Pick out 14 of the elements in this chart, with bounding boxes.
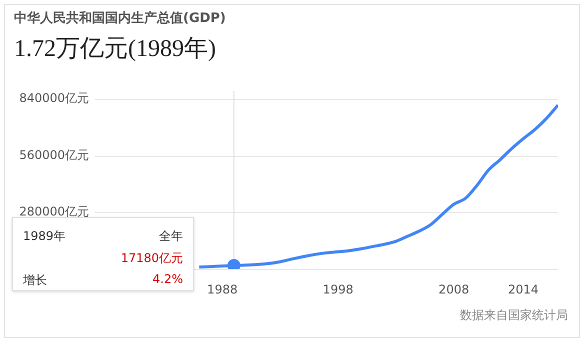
x-tick-label: 2008 bbox=[438, 282, 470, 296]
x-tick-label: 1988 bbox=[207, 282, 238, 296]
x-tick-label: 2014 bbox=[508, 282, 539, 296]
line-series bbox=[198, 104, 558, 268]
y-tick-label: 560000亿元 bbox=[19, 148, 89, 162]
chart-title: 中华人民共和国国内生产总值(GDP) bbox=[14, 10, 226, 27]
y-tick-label: 840000亿元 bbox=[19, 91, 89, 106]
text: 数据来自国家统计局 bbox=[460, 307, 568, 324]
x-tick-label: 1998 bbox=[322, 282, 354, 296]
chart-subtitle: 1.72万亿元(1989年) bbox=[14, 35, 216, 64]
tooltip-card: 1989年 全年 17180亿元 增长 4.2% bbox=[12, 217, 194, 291]
y-tick-label: 280000亿元 bbox=[19, 204, 89, 218]
annotation: 全年 bbox=[159, 228, 183, 245]
annotation: 17180亿元 bbox=[120, 250, 183, 267]
